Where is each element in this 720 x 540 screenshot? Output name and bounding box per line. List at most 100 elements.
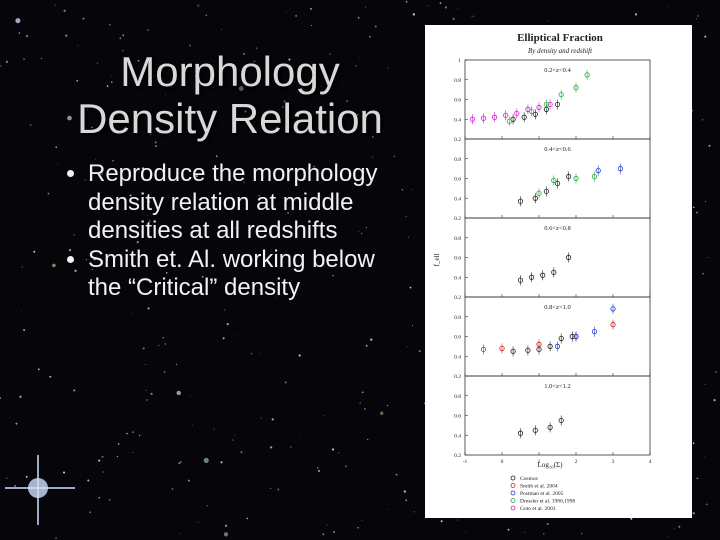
star [270, 487, 272, 489]
star [137, 166, 139, 168]
slide-title: Morphology Density Relation [40, 48, 420, 142]
data-point [558, 417, 564, 424]
star [122, 34, 125, 37]
data-point [532, 195, 538, 201]
x-tick-label: 2 [575, 459, 578, 465]
y-tick-label: 0.6 [454, 177, 461, 183]
star [101, 173, 103, 176]
star [189, 44, 192, 47]
data-point [543, 188, 550, 194]
legend-label: Cosmos [520, 476, 538, 482]
star [304, 179, 306, 181]
star [82, 17, 85, 20]
data-point [558, 91, 564, 98]
star [692, 206, 695, 209]
star [706, 503, 708, 505]
star [21, 266, 23, 268]
star [195, 175, 198, 178]
star [667, 5, 669, 7]
star [109, 24, 111, 26]
star [372, 136, 374, 138]
data-point [554, 101, 561, 108]
star [365, 6, 367, 8]
bullet: Smith et. Al. working below the “Critica… [88, 246, 378, 303]
star [206, 505, 209, 507]
star [77, 45, 79, 47]
star [274, 297, 276, 299]
star [387, 508, 389, 510]
data-point [591, 173, 598, 180]
data-point [547, 101, 553, 108]
star [386, 404, 389, 407]
star [295, 14, 298, 17]
star [444, 6, 447, 9]
star [116, 455, 118, 458]
y-tick-label: 0.8 [454, 394, 461, 400]
star [91, 268, 93, 271]
star [708, 144, 711, 147]
star [223, 532, 229, 537]
star [224, 309, 226, 311]
star [0, 65, 2, 67]
star [216, 155, 218, 157]
star [283, 100, 286, 103]
star [147, 29, 149, 31]
star [701, 118, 704, 121]
star [313, 165, 316, 168]
data-point [536, 104, 542, 111]
star [704, 201, 706, 202]
star [176, 390, 181, 396]
star [162, 337, 164, 339]
data-point [529, 274, 535, 280]
star [235, 227, 236, 229]
star [285, 11, 287, 12]
star [126, 432, 128, 435]
star [240, 450, 243, 454]
star [98, 497, 100, 499]
star [379, 411, 384, 416]
star [84, 179, 86, 181]
star [145, 363, 147, 365]
star [318, 469, 320, 472]
star [310, 25, 312, 27]
star [387, 67, 389, 69]
star [369, 36, 371, 38]
star [165, 94, 166, 95]
star [411, 189, 413, 190]
star [94, 158, 96, 160]
star [203, 457, 209, 463]
star [673, 528, 675, 529]
data-point [554, 180, 561, 187]
star [154, 141, 157, 144]
star [19, 395, 22, 398]
star [666, 535, 668, 537]
star [132, 452, 134, 453]
figure-subtitle: By density and redshift [528, 47, 593, 55]
star [365, 344, 368, 347]
star [581, 533, 583, 535]
star [370, 338, 373, 341]
star [213, 428, 215, 430]
data-point [566, 173, 572, 180]
star [473, 15, 475, 17]
star [55, 537, 57, 539]
x-tick-label: 0 [501, 459, 504, 465]
star [165, 272, 168, 274]
figure: Elliptical Fraction By density and redsh… [425, 25, 692, 518]
star [63, 9, 66, 12]
panel-label: 0.6<z<0.8 [544, 225, 570, 232]
star [232, 439, 234, 441]
star [692, 442, 695, 444]
x-axis-label: Log₁₀(Σ) [538, 461, 564, 469]
star [149, 220, 151, 222]
star [148, 307, 150, 309]
y-tick-label: 0.8 [454, 78, 461, 84]
star [14, 485, 16, 487]
star [696, 478, 698, 480]
star [246, 517, 249, 520]
star [180, 461, 182, 463]
figure-background [425, 25, 692, 518]
star [258, 195, 260, 197]
star [359, 402, 361, 404]
star [54, 4, 56, 6]
